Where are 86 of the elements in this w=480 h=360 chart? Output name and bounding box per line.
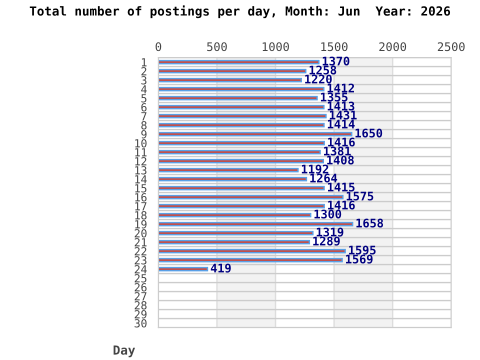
x-tick-label: 2500	[438, 42, 465, 52]
y-tick-label: 6	[141, 103, 147, 112]
data-label: 1415	[328, 182, 355, 192]
data-label: 1408	[327, 156, 354, 165]
data-label: 1414	[328, 120, 355, 128]
y-tick-label: 3	[141, 76, 146, 85]
data-label: 1412	[328, 84, 354, 92]
y-tick-label: 25	[134, 274, 146, 283]
x-tick-label: 1000	[262, 42, 289, 52]
data-label: 1431	[330, 110, 357, 120]
data-label: 1658	[356, 218, 384, 228]
y-tick-label: 5	[141, 94, 146, 103]
bar	[158, 168, 299, 172]
y-tick-label: 29	[134, 310, 147, 319]
data-label: 1220	[305, 74, 332, 84]
y-tick-label: 16	[135, 193, 147, 202]
bar	[158, 204, 325, 208]
y-tick-label: 19	[135, 220, 147, 229]
data-label: 1569	[346, 254, 373, 264]
bar	[158, 78, 302, 82]
bar	[158, 222, 354, 226]
y-tick-label: 21	[134, 238, 147, 246]
bar	[158, 258, 343, 262]
y-tick-label: 18	[135, 211, 147, 220]
data-label: 1381	[324, 146, 351, 156]
bar	[158, 240, 310, 244]
y-tick-label: 22	[134, 247, 146, 256]
y-axis-title: Day	[114, 345, 136, 358]
y-tick-label: 23	[134, 256, 146, 265]
y-tick-label: 28	[134, 301, 147, 310]
data-label: 1355	[320, 92, 348, 102]
x-tick-label: 0	[156, 42, 162, 52]
data-label: 1370	[322, 56, 350, 66]
bar	[158, 266, 208, 272]
y-tick-label: 11	[135, 148, 147, 156]
bar	[158, 60, 320, 64]
data-label: 1595	[349, 246, 376, 255]
data-label: 1289	[313, 236, 340, 246]
y-tick-label: 9	[141, 130, 147, 139]
bar	[158, 122, 325, 128]
data-label: 1575	[346, 192, 374, 201]
bar	[158, 132, 352, 136]
x-tick-label: 2000	[379, 42, 406, 52]
bar	[158, 186, 325, 190]
y-tick-label: 7	[141, 112, 146, 120]
y-tick-label: 8	[141, 121, 147, 130]
bar	[158, 158, 324, 164]
y-tick-label: 17	[135, 202, 146, 210]
y-tick-label: 13	[135, 166, 146, 175]
data-label: 419	[210, 264, 231, 273]
y-tick-label: 27	[134, 292, 146, 300]
bar	[158, 86, 324, 92]
bar	[158, 150, 321, 154]
data-label: 1300	[314, 210, 342, 219]
y-tick-label: 4	[141, 85, 147, 94]
data-label: 1264	[310, 174, 338, 183]
bar	[158, 96, 318, 100]
bar	[158, 68, 306, 74]
bar	[158, 248, 346, 254]
data-label: 1416	[328, 200, 355, 210]
y-tick-label: 12	[135, 157, 146, 166]
x-tick-label: 1500	[321, 42, 348, 52]
y-tick-label: 14	[135, 175, 147, 184]
y-tick-label: 2	[141, 67, 146, 76]
bar	[158, 212, 312, 218]
bar	[158, 140, 325, 146]
bar	[158, 230, 314, 236]
data-label: 1319	[316, 228, 344, 237]
data-label: 1650	[356, 128, 382, 138]
data-label: 1413	[328, 102, 354, 111]
bar	[158, 194, 344, 200]
y-tick-label: 26	[134, 283, 147, 292]
x-tick-label: 500	[207, 42, 227, 52]
data-label: 1416	[328, 138, 355, 147]
bar	[158, 176, 308, 182]
y-tick-label: 15	[135, 184, 146, 193]
y-tick-label: 1	[142, 58, 147, 66]
data-label: 1258	[310, 66, 336, 75]
y-tick-label: 24	[134, 265, 147, 274]
bar	[158, 114, 327, 118]
y-tick-label: 20	[134, 229, 147, 238]
y-tick-label: 10	[135, 139, 147, 148]
bar	[158, 104, 325, 110]
chart-title: Total number of postings per day, Month: Jun Year: 2026	[30, 5, 450, 18]
data-label: 1192	[302, 164, 328, 174]
y-tick-label: 30	[134, 319, 147, 328]
